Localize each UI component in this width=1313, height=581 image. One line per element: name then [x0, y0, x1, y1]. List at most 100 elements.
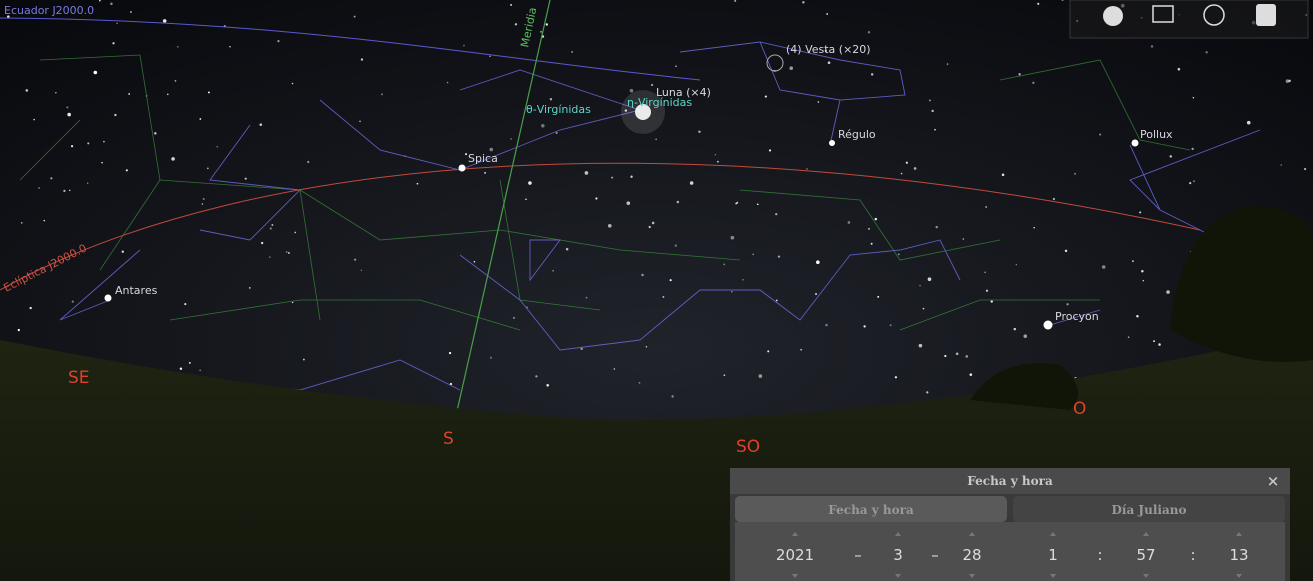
star — [935, 226, 937, 228]
star — [1002, 173, 1005, 176]
star — [677, 201, 680, 204]
star — [354, 16, 356, 18]
star — [417, 183, 419, 185]
star — [1132, 260, 1134, 262]
star — [381, 93, 383, 95]
star — [800, 349, 802, 351]
star — [29, 307, 31, 309]
star — [929, 100, 931, 102]
star — [546, 23, 548, 25]
spinbox-value[interactable]: 13 — [1229, 546, 1248, 564]
object-label: (4) Vesta (×20) — [786, 43, 871, 56]
star — [986, 290, 988, 292]
star — [167, 93, 169, 95]
tab-label[interactable]: Fecha y hora — [828, 503, 914, 517]
toolbar-button[interactable] — [1103, 6, 1123, 26]
star — [541, 124, 545, 128]
star — [556, 132, 558, 134]
star — [789, 66, 793, 70]
star — [1247, 121, 1251, 125]
star — [1065, 250, 1067, 252]
star — [354, 259, 356, 261]
star — [361, 270, 362, 271]
star — [249, 287, 251, 289]
star — [271, 224, 273, 226]
close-button[interactable]: × — [1267, 472, 1280, 490]
star — [490, 357, 492, 359]
star — [292, 302, 293, 303]
star — [775, 213, 777, 215]
star — [116, 23, 118, 25]
star — [1066, 303, 1068, 305]
meteor-shower-label: η-Virgínidas — [627, 96, 692, 109]
star — [1032, 82, 1034, 84]
toolbar-button[interactable] — [1256, 4, 1276, 26]
star — [489, 55, 491, 57]
star — [1193, 180, 1195, 182]
star-label: Spica — [468, 152, 498, 165]
spinbox-value[interactable]: 28 — [962, 546, 981, 564]
spinbox-value[interactable]: 2021 — [776, 546, 814, 564]
star — [778, 255, 780, 257]
star — [1288, 80, 1290, 82]
star — [202, 203, 204, 205]
star — [871, 73, 873, 75]
star — [956, 353, 959, 356]
star — [767, 350, 769, 352]
tab-label[interactable]: Día Juliano — [1112, 503, 1187, 517]
star — [489, 148, 493, 152]
star — [540, 31, 542, 33]
star — [361, 58, 363, 60]
star — [901, 173, 903, 175]
star — [806, 168, 808, 170]
spinbox-value[interactable]: 1 — [1048, 546, 1058, 564]
star — [963, 238, 964, 239]
star — [871, 243, 873, 245]
star — [67, 113, 71, 117]
separator: – — [854, 546, 862, 564]
star — [626, 201, 630, 205]
star — [652, 222, 655, 225]
star — [868, 228, 870, 230]
star — [1018, 73, 1020, 75]
star — [484, 172, 486, 174]
star — [571, 51, 572, 52]
star — [630, 176, 632, 178]
star — [906, 162, 908, 164]
star — [759, 374, 763, 378]
star — [717, 161, 719, 163]
star — [991, 300, 993, 302]
star — [731, 236, 735, 240]
star — [1016, 264, 1017, 265]
star — [919, 344, 923, 348]
star — [890, 324, 892, 326]
star — [566, 248, 569, 251]
star — [671, 395, 673, 397]
star — [1178, 68, 1181, 71]
separator: : — [1097, 546, 1102, 564]
star — [944, 355, 946, 357]
star — [931, 110, 933, 112]
star — [641, 274, 643, 276]
star — [126, 169, 128, 171]
star — [984, 272, 986, 274]
star-label: Régulo — [838, 128, 876, 141]
star — [1158, 343, 1161, 346]
star — [1128, 336, 1130, 338]
star — [868, 31, 871, 34]
star — [769, 149, 771, 151]
star — [934, 129, 936, 131]
star — [928, 277, 932, 281]
star — [177, 46, 178, 47]
star — [112, 42, 114, 44]
spinbox-value[interactable]: 57 — [1136, 546, 1155, 564]
star — [513, 317, 515, 319]
spinbox-value[interactable]: 3 — [893, 546, 903, 564]
star — [776, 300, 778, 302]
star — [163, 19, 167, 23]
star — [510, 4, 512, 6]
date-time-dialog: Fecha y hora × Fecha y hora Día Juliano … — [730, 468, 1290, 581]
star — [898, 254, 900, 256]
star — [261, 242, 263, 244]
star — [66, 106, 68, 108]
